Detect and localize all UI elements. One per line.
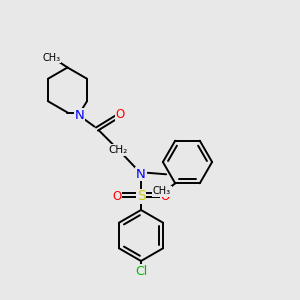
Text: O: O (116, 107, 125, 121)
Text: CH₃: CH₃ (43, 52, 61, 63)
Text: O: O (112, 190, 121, 203)
Text: Cl: Cl (135, 265, 147, 278)
Text: O: O (161, 190, 170, 203)
Text: CH₃: CH₃ (153, 186, 171, 197)
Text: S: S (136, 190, 146, 203)
Text: CH₂: CH₂ (109, 145, 128, 155)
Text: N: N (136, 167, 146, 181)
Text: N: N (75, 109, 84, 122)
